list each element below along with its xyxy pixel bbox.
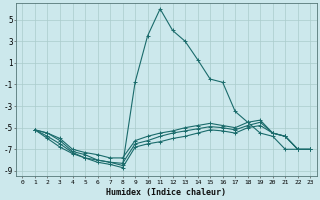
X-axis label: Humidex (Indice chaleur): Humidex (Indice chaleur) [106, 188, 226, 197]
